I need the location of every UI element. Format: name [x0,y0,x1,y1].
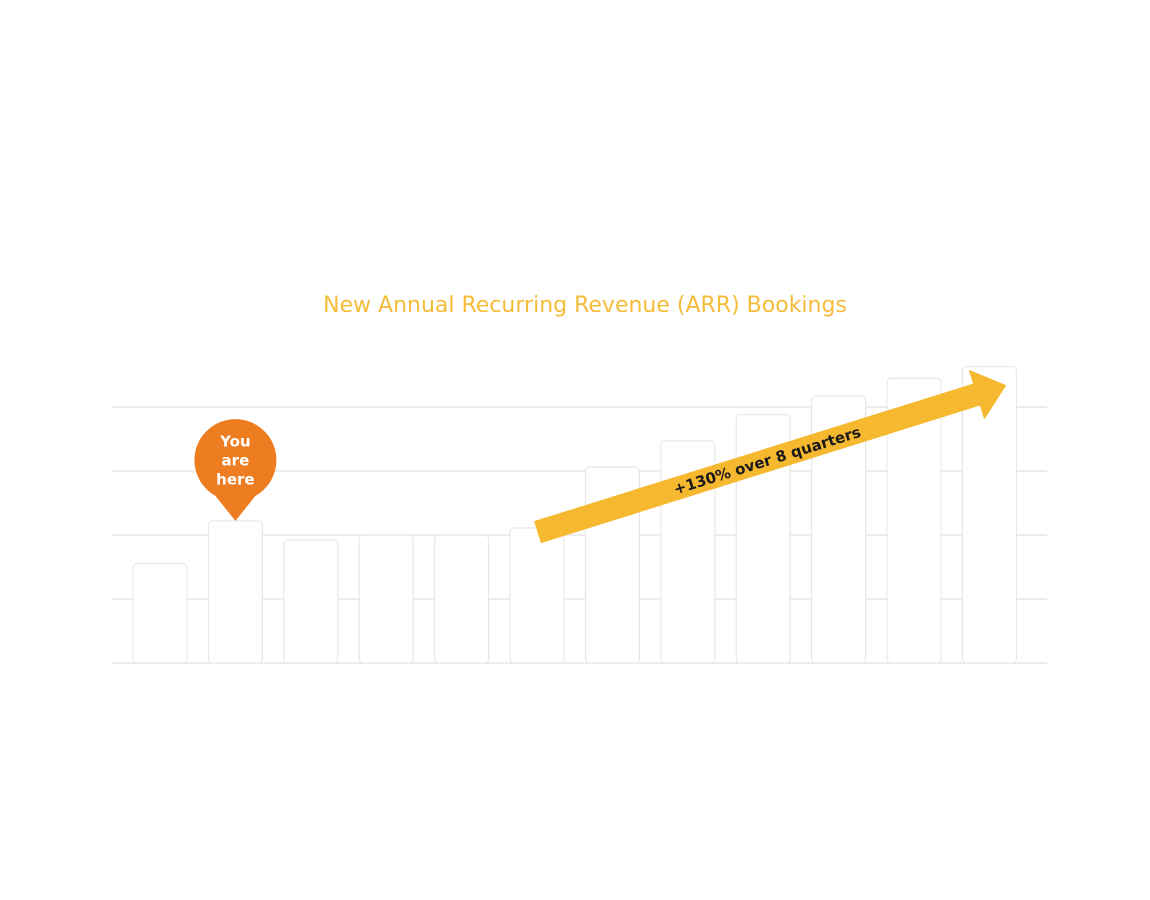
bar [358,534,414,664]
bar [434,534,490,664]
arrow-shape [534,370,1007,543]
bar [811,395,867,664]
pin-shape [194,419,277,521]
bars [132,366,1017,664]
pin-label: here [216,470,254,488]
pin-label: are [222,451,250,469]
pin-label: You [219,432,250,450]
bar [132,563,188,664]
bar [207,520,263,664]
bar [886,377,942,664]
bar [509,527,565,664]
bar [961,366,1017,664]
chart-title: New Annual Recurring Revenue (ARR) Booki… [323,293,847,318]
bar [283,539,339,664]
